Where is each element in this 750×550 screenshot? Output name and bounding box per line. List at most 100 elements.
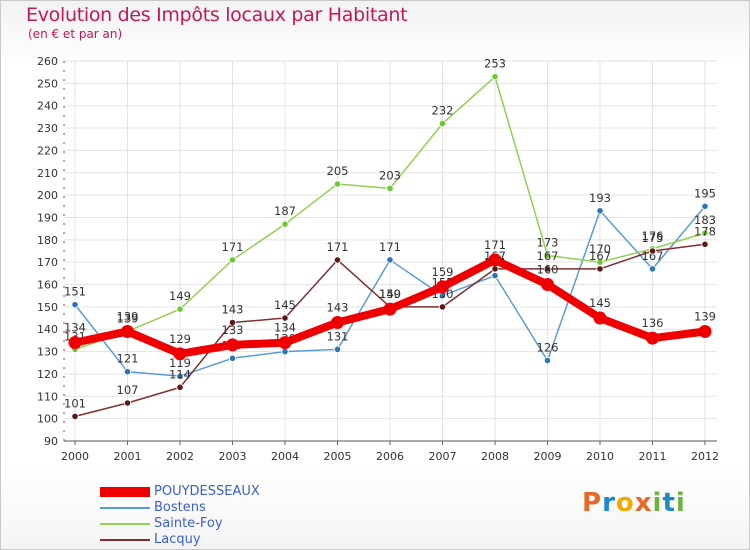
- data-point: [176, 383, 184, 391]
- data-label: 232: [432, 104, 454, 118]
- data-label: 143: [327, 301, 349, 315]
- data-label: 143: [222, 303, 244, 317]
- data-point: [278, 336, 292, 350]
- data-point: [701, 240, 709, 248]
- data-point: [173, 347, 187, 361]
- data-label: 129: [169, 332, 191, 346]
- data-point: [646, 331, 659, 345]
- x-tick-label: 2002: [166, 450, 194, 463]
- logo-letter: i: [675, 488, 686, 518]
- legend-swatch-bostens: [100, 507, 150, 509]
- y-tick-label: 160: [37, 279, 58, 292]
- data-point: [593, 311, 607, 325]
- data-label: 150: [379, 287, 401, 301]
- data-label: 131: [327, 329, 349, 343]
- data-point: [71, 301, 79, 309]
- data-label: 171: [222, 240, 244, 254]
- data-point: [281, 220, 289, 228]
- data-point: [596, 265, 604, 273]
- data-label: 193: [589, 191, 611, 205]
- data-label: 183: [694, 213, 716, 227]
- x-tick-label: 2012: [691, 450, 719, 463]
- data-point: [71, 412, 79, 421]
- data-point: [228, 354, 237, 362]
- logo-letter: r: [602, 488, 616, 518]
- x-tick-label: 2009: [534, 450, 562, 463]
- data-point: [123, 399, 132, 407]
- data-label: 205: [327, 164, 349, 178]
- data-label: 187: [274, 204, 296, 218]
- data-point: [543, 251, 552, 260]
- data-point: [383, 302, 397, 316]
- y-tick-label: 150: [37, 301, 58, 314]
- legend-label-bostens: Bostens: [154, 500, 206, 515]
- data-point: [541, 278, 554, 292]
- data-point: [331, 316, 344, 330]
- logo-letter: t: [662, 488, 676, 518]
- data-label: 107: [117, 383, 139, 397]
- data-point: [648, 247, 657, 255]
- x-tick-label: 2001: [114, 450, 142, 463]
- data-point: [596, 207, 604, 215]
- data-point: [648, 265, 657, 273]
- data-point: [438, 119, 447, 128]
- data-point: [701, 229, 709, 237]
- data-label: 145: [274, 298, 296, 312]
- legend-swatch-pouydesseaux: [100, 487, 150, 497]
- data-point: [281, 314, 289, 322]
- data-label: 151: [64, 285, 86, 299]
- data-label: 133: [222, 323, 244, 337]
- data-point: [281, 347, 289, 356]
- x-tick-label: 2000: [61, 450, 89, 463]
- x-tick-label: 2010: [586, 450, 614, 463]
- data-point: [333, 345, 342, 353]
- data-point: [176, 372, 184, 380]
- data-label: 253: [484, 57, 506, 71]
- data-point: [491, 73, 499, 81]
- data-label: 149: [169, 289, 191, 303]
- chart-subtitle: (en € et par an): [28, 27, 123, 41]
- data-label: 203: [379, 168, 401, 182]
- legend-label-sainte-foy: Sainte-Foy: [154, 516, 223, 531]
- data-label: 171: [484, 238, 506, 252]
- y-tick-label: 170: [37, 256, 58, 269]
- y-tick-label: 260: [37, 55, 58, 68]
- data-point: [386, 256, 394, 264]
- y-tick-label: 100: [37, 413, 58, 426]
- data-label: 171: [379, 240, 401, 254]
- y-tick-label: 230: [37, 122, 58, 135]
- data-label: 119: [169, 356, 191, 370]
- data-label: 134: [64, 321, 86, 335]
- data-label: 175: [642, 231, 664, 245]
- data-point: [68, 336, 82, 350]
- data-label: 139: [694, 309, 716, 323]
- y-tick-label: 240: [37, 100, 58, 113]
- x-tick-label: 2003: [219, 450, 247, 463]
- logo-letter: x: [634, 488, 653, 518]
- proxiti-logo: Proxiti: [582, 488, 686, 518]
- data-point: [436, 280, 449, 294]
- legend-label-pouydesseaux: POUYDESSEAUX: [154, 484, 260, 499]
- data-label: 145: [589, 296, 611, 310]
- y-tick-label: 140: [37, 323, 58, 336]
- data-label: 160: [537, 263, 559, 277]
- x-tick-label: 2004: [271, 450, 299, 463]
- x-tick-label: 2011: [639, 450, 667, 463]
- data-label: 121: [117, 352, 139, 366]
- data-point: [176, 305, 184, 313]
- data-label: 171: [327, 240, 349, 254]
- x-tick-label: 2005: [324, 450, 352, 463]
- data-label: 167: [589, 249, 611, 263]
- data-label: 173: [537, 235, 559, 249]
- data-label: 176: [642, 229, 664, 243]
- data-label: 136: [642, 316, 664, 330]
- data-label: 126: [537, 341, 559, 355]
- data-point: [333, 180, 342, 188]
- x-tick-label: 2006: [376, 450, 404, 463]
- data-point: [228, 256, 237, 264]
- y-tick-label: 110: [37, 390, 58, 403]
- legend-label-lacquy: Lacquy: [154, 532, 201, 547]
- logo-letter: o: [615, 488, 635, 518]
